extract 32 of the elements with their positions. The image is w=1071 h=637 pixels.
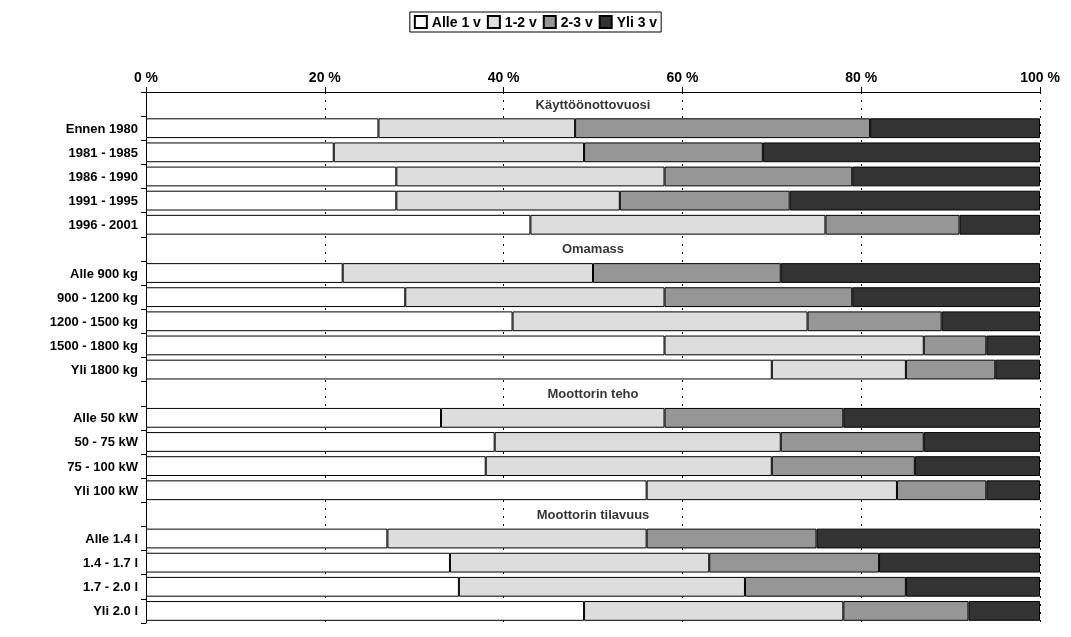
x-tick-label: 60 % (666, 69, 699, 85)
x-tick-label: 100 % (1020, 69, 1061, 85)
y-tick-label: 50 - 75 kW (74, 434, 139, 450)
y-tick-label: Alle 50 kW (72, 410, 139, 426)
y-tick-label: 75 - 100 kW (67, 458, 139, 474)
y-tick-label: Alle 900 kg (70, 265, 139, 281)
y-tick-label: 900 - 1200 kg (57, 289, 139, 305)
x-tick-label: 0 % (133, 69, 159, 85)
legend-label: Alle 1 v (431, 14, 482, 30)
legend-label: 2-3 v (560, 14, 593, 30)
y-tick-label: 1991 - 1995 (68, 193, 138, 209)
legend-label: Yli 3 v (616, 14, 658, 30)
annotation: Moottorin tilavuus (536, 506, 650, 522)
y-tick-label: Ennen 1980 (65, 120, 138, 136)
y-tick-label: 1996 - 2001 (68, 217, 138, 233)
y-tick-label: 1.4 - 1.7 l (83, 555, 138, 571)
y-tick-label: 1.7 - 2.0 l (83, 579, 138, 595)
y-tick-label: 1500 - 1800 kg (49, 337, 139, 353)
annotation: Moottorin teho (547, 386, 639, 402)
legend-label: 1-2 v (504, 14, 537, 30)
y-tick-label: 1981 - 1985 (68, 144, 138, 160)
y-tick-label: Yli 2.0 l (93, 603, 138, 619)
y-tick-label: 1986 - 1990 (68, 168, 138, 184)
y-tick-label: 1200 - 1500 kg (49, 313, 139, 329)
y-tick-label: Yli 1800 kg (70, 362, 139, 378)
annotation: Käyttöönottovuosi (535, 96, 651, 112)
x-tick-label: 20 % (308, 69, 342, 85)
y-tick-label: Alle 1.4 l (85, 531, 138, 547)
x-tick-label: 80 % (845, 69, 878, 85)
annotation: Omamass (561, 241, 625, 257)
x-tick-label: 40 % (487, 69, 521, 85)
y-tick-label: Yli 100 kW (73, 482, 139, 498)
